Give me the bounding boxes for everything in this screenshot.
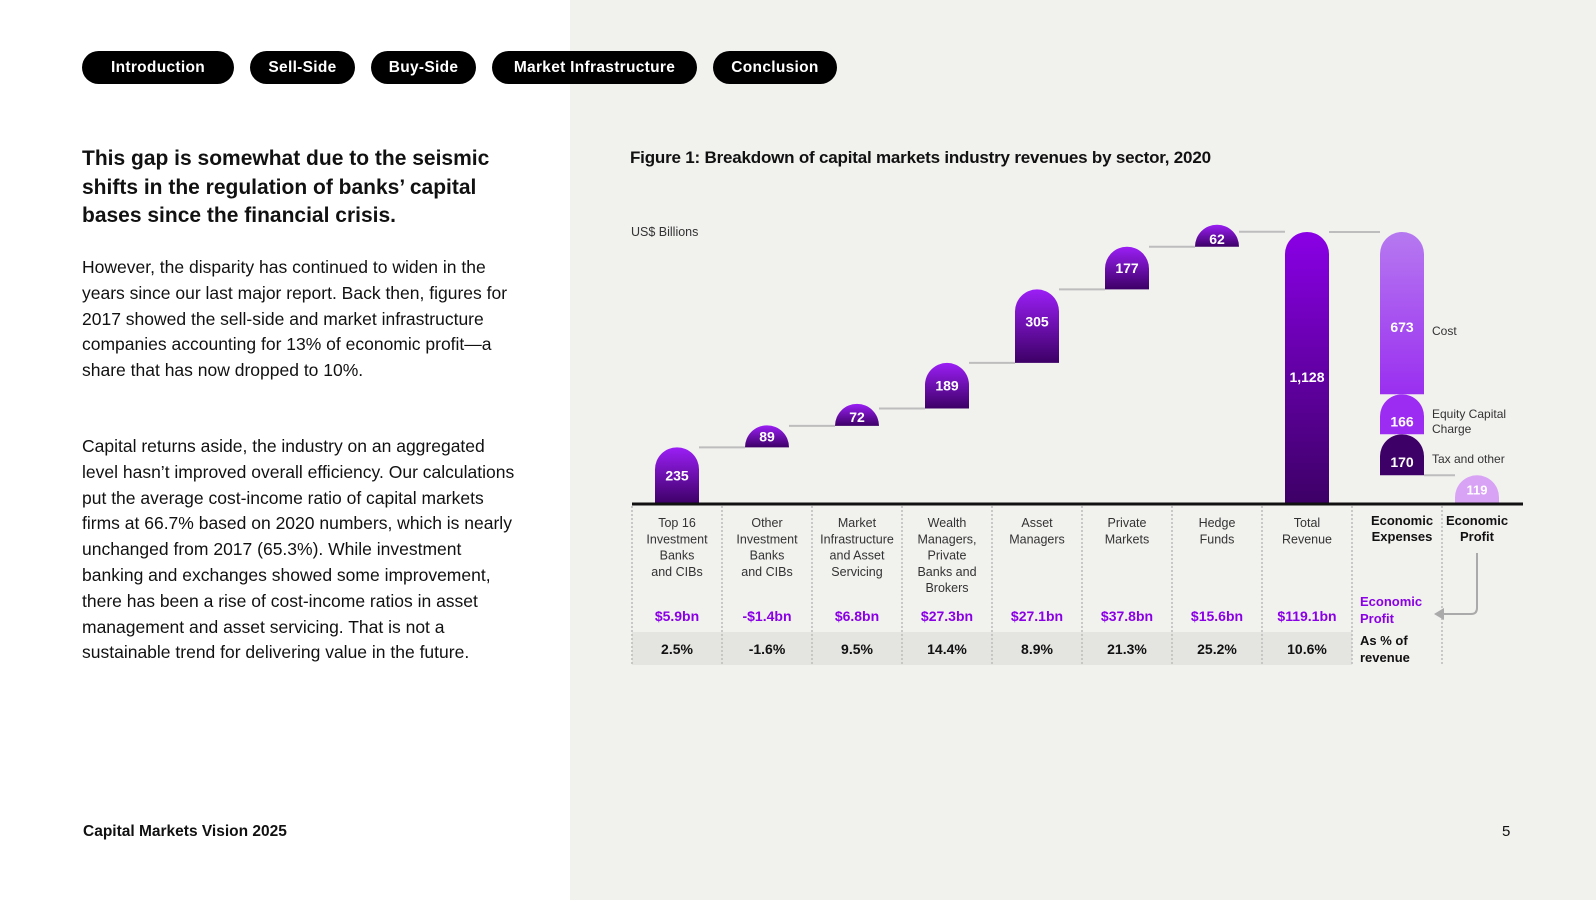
bar-sector-7	[1195, 224, 1239, 247]
figure-panel	[570, 0, 1596, 900]
economic-profit-cell: $27.3bn	[921, 608, 973, 624]
category-label: Market Infrastructure and Asset Servicing	[820, 516, 894, 579]
bar-sector-6	[1105, 246, 1149, 290]
expense-value-label: 673	[1390, 319, 1414, 335]
bar-value-label: 1,128	[1289, 369, 1324, 385]
profit-arrow-line	[1442, 553, 1478, 615]
economic-profit-cell: $27.1bn	[1011, 608, 1063, 624]
article-headline: This gap is somewhat due to the seismic …	[82, 147, 490, 227]
tab-sell-side[interactable]: Sell-Side	[250, 51, 355, 84]
category-label: Asset Managers	[1009, 516, 1065, 546]
economic-profit-cell: $119.1bn	[1277, 608, 1336, 624]
expense-legend-equity-capital-line2: Charge	[1432, 422, 1472, 436]
economic-profit-cell: $6.8bn	[835, 608, 879, 624]
page-number: 5	[1502, 823, 1511, 840]
footer-publication-title: Capital Markets Vision 2025	[83, 823, 287, 840]
expense-value-label: 166	[1390, 413, 1414, 429]
y-axis-unit-label: US$ Billions	[631, 225, 698, 239]
category-label: Private Markets	[1105, 516, 1149, 546]
tab-market-infrastructure[interactable]: Market Infrastructure	[492, 51, 697, 84]
pct-of-revenue-cell: 25.2%	[1197, 641, 1237, 657]
bar-value-label: 177	[1115, 260, 1139, 276]
pct-of-revenue-cell: 8.9%	[1021, 641, 1053, 657]
bar-sector-5	[1015, 289, 1059, 363]
bar-value-label: 62	[1209, 231, 1225, 247]
economic-profit-value-label: 119	[1467, 483, 1488, 498]
category-label: Hedge Funds	[1199, 516, 1236, 546]
economic-profit-cell: $15.6bn	[1191, 608, 1243, 624]
expense-value-label: 170	[1390, 454, 1414, 470]
expense-segment-tax-and-other	[1380, 434, 1424, 476]
tab-conclusion[interactable]: Conclusion	[713, 51, 837, 84]
category-label: Other Investment Banks and CIBs	[736, 516, 798, 579]
bar-sector-3	[835, 403, 879, 426]
pct-of-revenue-cell: 10.6%	[1287, 641, 1327, 657]
tab-introduction[interactable]: Introduction	[82, 51, 234, 84]
category-label: Total Revenue	[1282, 516, 1332, 546]
category-label: Top 16 Investment Banks and CIBs	[646, 516, 708, 579]
pct-of-revenue-cell: 21.3%	[1107, 641, 1147, 657]
figure-title: Figure 1: Breakdown of capital markets i…	[630, 148, 1211, 167]
economic-expenses-header: Economic Expenses	[1371, 513, 1433, 544]
bar-value-label: 305	[1025, 313, 1049, 329]
row-label-pct-revenue-line2: revenue	[1360, 650, 1410, 665]
expense-segment-equity-capital-charge	[1380, 394, 1424, 435]
bar-sector-4	[925, 362, 969, 409]
article-paragraph-2: Capital returns aside, the industry on a…	[82, 436, 515, 663]
economic-profit-header: Economic Profit	[1446, 513, 1508, 544]
tab-buy-side[interactable]: Buy-Side	[371, 51, 476, 84]
economic-profit-cell: $5.9bn	[655, 608, 699, 624]
row-label-economic-profit: Economic	[1360, 594, 1422, 609]
article-paragraph-1: However, the disparity has continued to …	[82, 257, 508, 381]
bar-value-label: 235	[665, 468, 689, 484]
economic-profit-cell: $37.8bn	[1101, 608, 1153, 624]
section-nav: Introduction Sell-Side Buy-Side Market I…	[82, 51, 837, 84]
row-label-pct-revenue: As % of	[1360, 633, 1408, 648]
expense-legend-equity-capital: Equity Capital	[1432, 407, 1506, 421]
pct-of-revenue-cell: 14.4%	[927, 641, 967, 657]
bar-sector-2	[745, 425, 789, 448]
pct-of-revenue-cell: -1.6%	[749, 641, 786, 657]
expense-segment-cost	[1380, 232, 1424, 395]
economic-profit-cell: -$1.4bn	[742, 608, 791, 624]
pct-of-revenue-cell: 2.5%	[661, 641, 693, 657]
bar-value-label: 72	[849, 409, 865, 425]
pct-row-band	[632, 632, 1352, 665]
pct-of-revenue-cell: 9.5%	[841, 641, 873, 657]
category-label: Wealth Managers, Private Banks and Brokers	[917, 516, 976, 595]
row-label-economic-profit-line2: Profit	[1360, 611, 1395, 626]
bar-economic-profit	[1455, 475, 1500, 504]
bar-value-label: 189	[935, 378, 959, 394]
bar-sector-1	[655, 447, 699, 504]
bar-value-label: 89	[759, 429, 775, 445]
expense-legend-tax: Tax and other	[1432, 452, 1505, 466]
profit-arrowhead	[1434, 608, 1444, 620]
bar-total-revenue	[1285, 232, 1329, 504]
expense-legend-cost: Cost	[1432, 324, 1457, 338]
